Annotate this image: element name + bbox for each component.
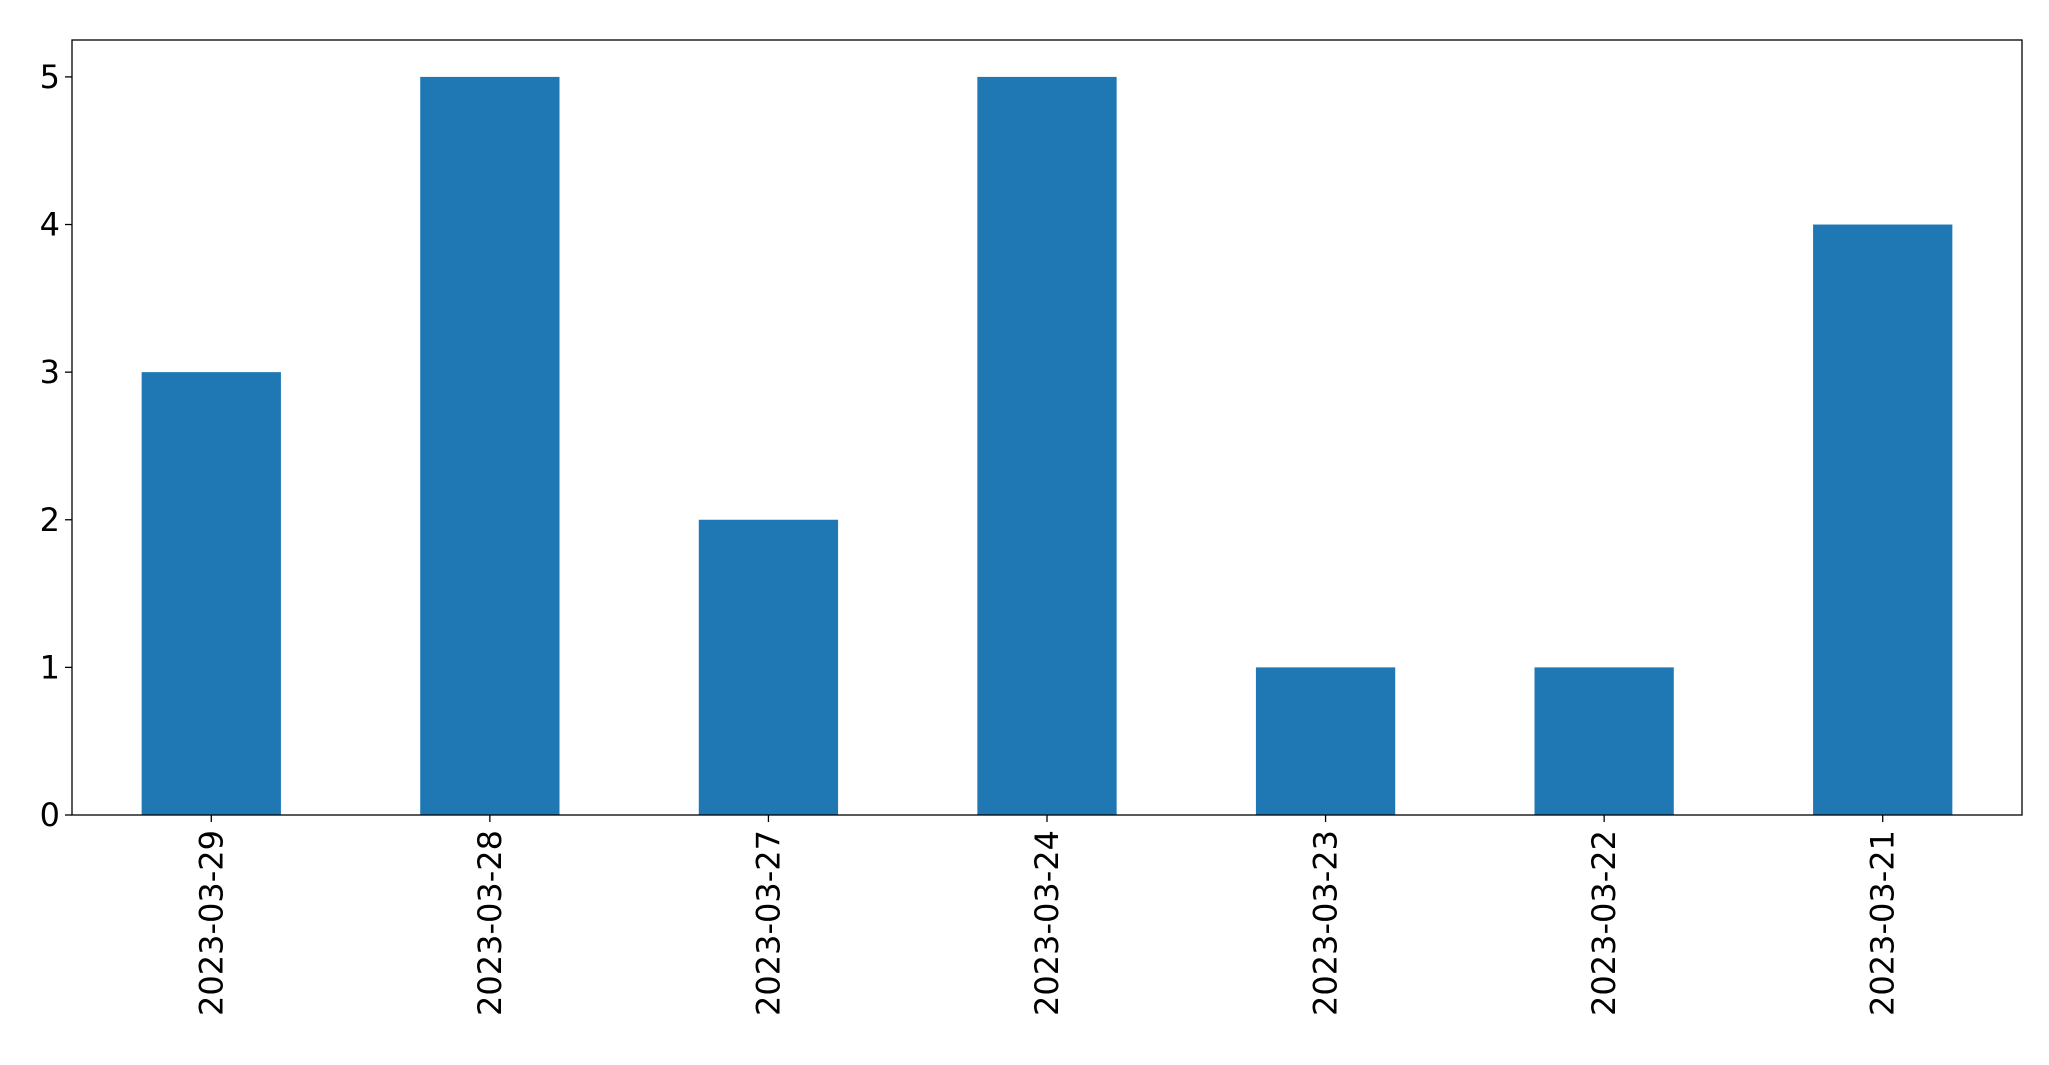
bar-2023-03-28: [420, 76, 560, 815]
bars-layer: [141, 76, 1953, 815]
bar-2023-03-23: [1255, 667, 1396, 815]
y-tick-label: 5: [40, 58, 60, 96]
x-tick-label: 2023-03-24: [1028, 830, 1066, 1016]
x-tick-label: 2023-03-27: [749, 830, 787, 1016]
bar-2023-03-24: [977, 76, 1117, 815]
y-tick-label: 1: [40, 648, 60, 686]
bar-2023-03-22: [1534, 667, 1674, 815]
bar-2023-03-21: [1813, 224, 1953, 815]
x-tick-label: 2023-03-22: [1585, 830, 1623, 1016]
bar-2023-03-27: [698, 519, 839, 815]
y-tick-label: 4: [40, 206, 60, 244]
x-tick-label: 2023-03-23: [1307, 830, 1345, 1016]
x-tick-label: 2023-03-29: [192, 830, 230, 1016]
y-tick-label: 2: [40, 501, 60, 539]
y-tick-label: 3: [40, 353, 60, 391]
x-tick-label: 2023-03-21: [1864, 830, 1902, 1016]
plot-area-frame: [71, 39, 2023, 816]
x-axis: 2023-03-29 2023-03-28 2023-03-27 2023-03-24…: [192, 815, 1902, 1016]
y-tick-label: 0: [40, 796, 60, 834]
x-tick-label: 2023-03-28: [471, 830, 509, 1016]
y-axis: 0 1 2 3 4 5: [40, 58, 72, 834]
bar-2023-03-29: [141, 372, 281, 815]
